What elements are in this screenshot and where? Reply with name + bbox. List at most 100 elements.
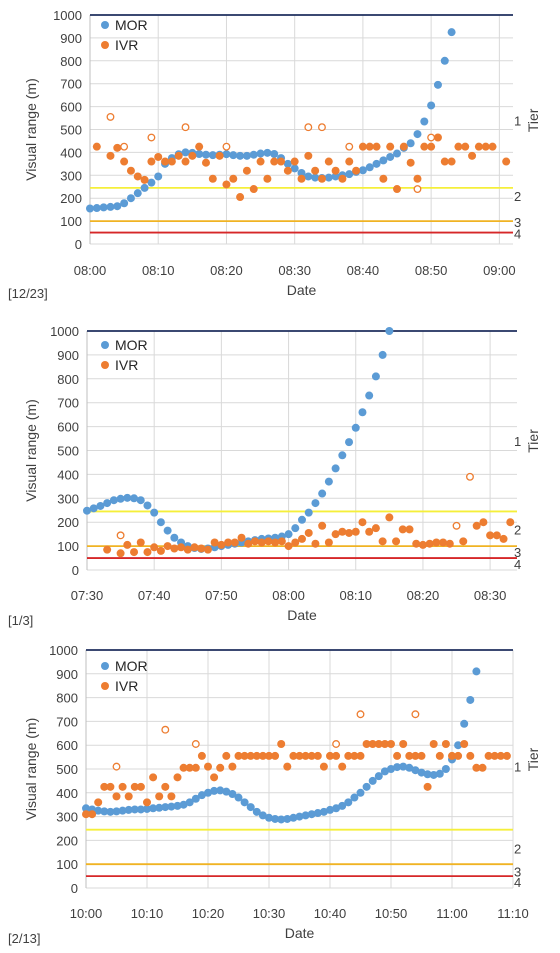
data-point [256, 157, 265, 166]
data-point [445, 539, 454, 548]
chart-12-23: 0 100 200 300 400 500 600 700 800 900 1000 08:00 08:… [8, 8, 541, 301]
data-point [387, 765, 395, 773]
data-point [242, 151, 251, 160]
y-axis-label: Visual range (m) [23, 78, 39, 180]
data-point [380, 740, 389, 749]
y-tick-label: 100 [60, 214, 82, 229]
data-point [350, 793, 359, 802]
data-point [460, 719, 469, 728]
data-point [123, 540, 132, 549]
data-point [440, 157, 449, 166]
data-point [161, 157, 170, 166]
data-point-open [345, 142, 354, 151]
y-tick-label: 800 [56, 691, 78, 706]
data-point-open [147, 133, 156, 142]
data-point [290, 157, 299, 166]
x-tick-label: 08:10 [339, 588, 372, 603]
x-tick-label: 08:10 [142, 263, 175, 278]
series-ivr [92, 133, 511, 202]
data-point [191, 763, 200, 772]
x-tick-label: 07:30 [71, 588, 104, 603]
legend-label: IVR [115, 37, 138, 53]
legend: MOR IVR [101, 17, 148, 53]
data-point [429, 770, 438, 779]
data-point [163, 526, 172, 535]
data-point [120, 199, 129, 208]
data-point [133, 172, 142, 181]
data-point [358, 408, 367, 417]
data-point [420, 142, 429, 151]
y-tick-label: 700 [60, 77, 82, 92]
data-point [440, 56, 449, 65]
data-point-open [427, 133, 436, 142]
data-point [118, 782, 127, 791]
x-tick-label: 09:00 [483, 263, 516, 278]
x-tick-label: 10:30 [253, 906, 286, 921]
data-point [432, 538, 441, 547]
x-tick-label: 11:00 [436, 906, 468, 921]
data-point [345, 170, 354, 179]
data-point [398, 525, 407, 534]
data-point [499, 534, 508, 543]
x-tick-label: 07:40 [138, 588, 171, 603]
data-point [208, 151, 217, 160]
tier-label: 1 [514, 113, 521, 128]
data-point [270, 157, 279, 166]
data-point [380, 767, 389, 776]
data-point [313, 751, 322, 760]
data-point [338, 762, 347, 771]
data-point-open [452, 521, 461, 530]
data-point [210, 538, 219, 547]
data-point [368, 776, 377, 785]
data-point [474, 142, 483, 151]
data-point [136, 782, 145, 791]
data-point [154, 172, 163, 181]
data-point [167, 802, 176, 811]
x-tick-label: 08:20 [210, 263, 243, 278]
data-point-open [191, 740, 200, 748]
data-point [86, 204, 94, 213]
legend-marker [101, 662, 109, 670]
legend: MOR IVR [101, 337, 148, 373]
data-point [113, 143, 122, 152]
y-tick-label: 400 [60, 145, 82, 160]
data-point-open [106, 112, 115, 121]
data-point [371, 524, 380, 533]
y-tick-label: 700 [56, 714, 78, 729]
data-point [297, 174, 306, 183]
data-point-open [411, 710, 420, 719]
data-point [289, 751, 298, 760]
data-point [304, 528, 313, 537]
y-tick-label: 400 [56, 786, 78, 801]
data-point [204, 788, 212, 797]
data-point [94, 798, 103, 807]
legend-label: MOR [115, 658, 148, 674]
data-point [338, 527, 347, 536]
data-point [393, 751, 402, 760]
data-point [324, 173, 333, 182]
data-point [88, 810, 97, 819]
data-point [331, 530, 340, 539]
data-point [94, 806, 103, 815]
data-point [106, 782, 115, 791]
data-point [100, 807, 109, 816]
data-point [386, 152, 395, 161]
data-point [270, 150, 279, 159]
data-point [506, 518, 515, 527]
data-point [441, 740, 450, 749]
data-point [466, 751, 475, 760]
data-point [484, 751, 493, 760]
data-point [301, 751, 310, 760]
data-point [112, 792, 121, 801]
data-point [454, 741, 463, 750]
y-axis-label: Visual range (m) [23, 718, 39, 820]
data-point [201, 150, 210, 159]
data-point [228, 789, 237, 798]
y-tick-label: 800 [60, 54, 82, 69]
data-point [217, 540, 226, 549]
data-point [365, 527, 374, 536]
y-tick-label: 1000 [50, 324, 79, 339]
data-point [338, 174, 347, 183]
data-point [170, 533, 179, 542]
data-point-open [112, 762, 121, 771]
